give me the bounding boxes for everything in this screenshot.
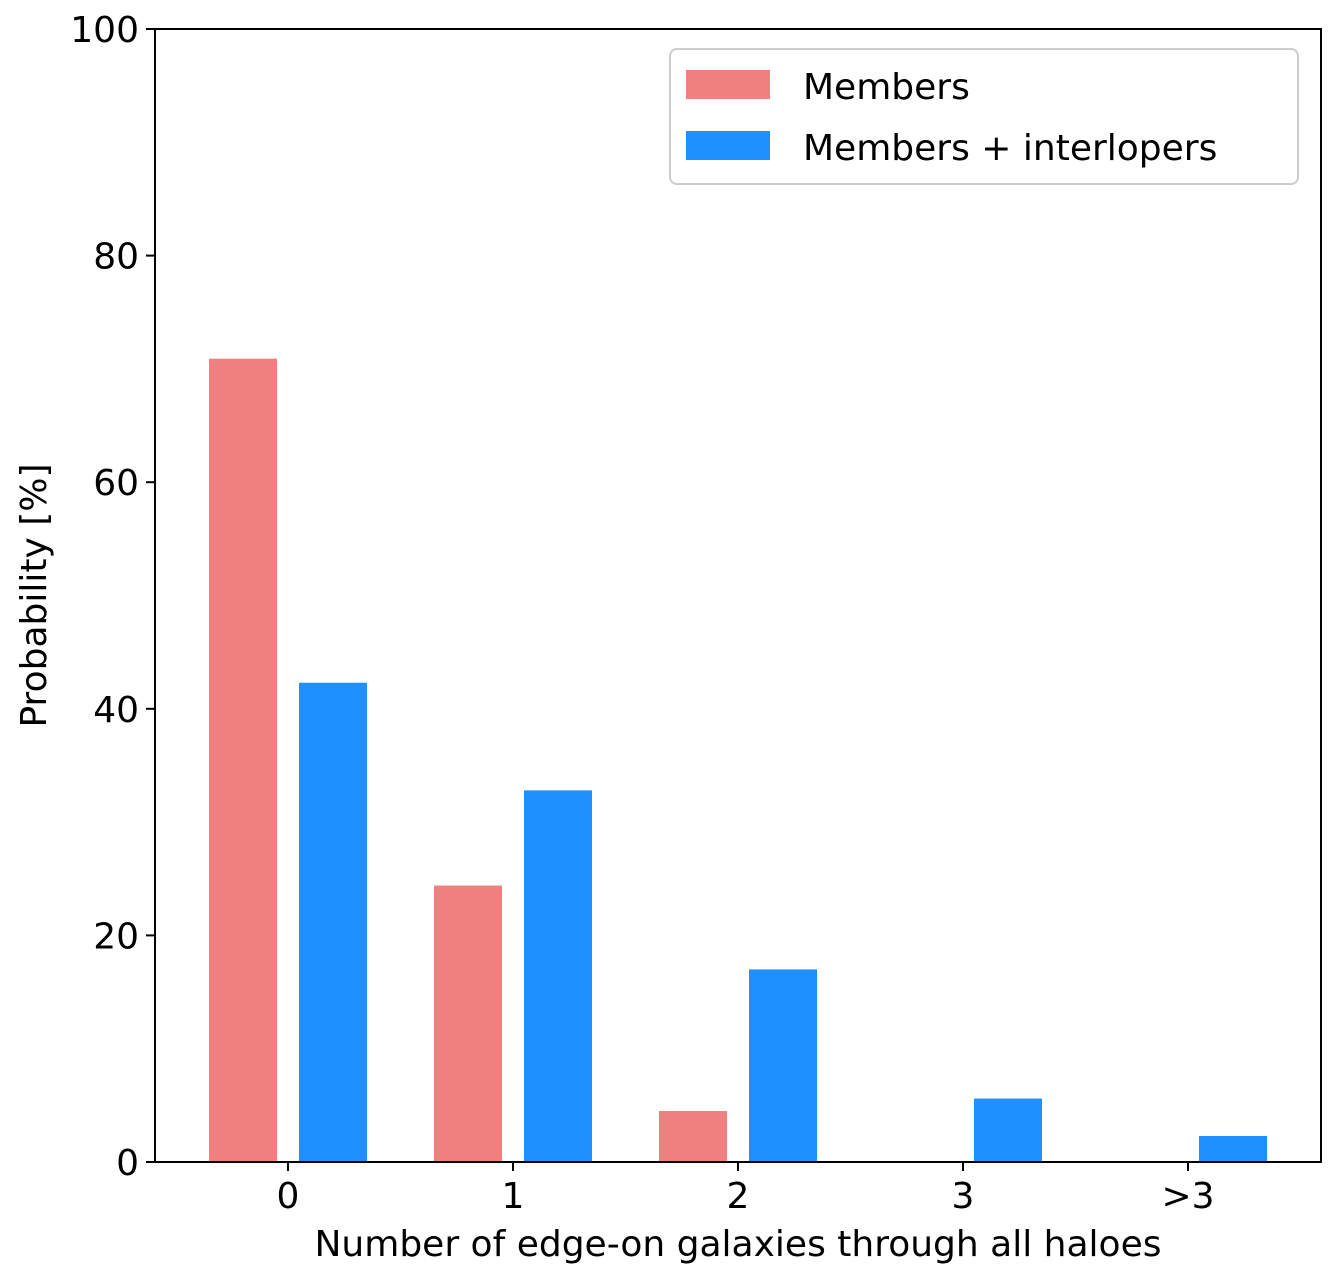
y-tick-label: 80 — [93, 237, 139, 278]
y-tick-label: 0 — [116, 1143, 139, 1184]
x-tick-label: 2 — [727, 1176, 750, 1217]
bar-members-1 — [434, 885, 502, 1162]
bar-members-interlopers-0 — [299, 682, 367, 1162]
x-axis: 0 1 2 3 >3 — [277, 1162, 1215, 1217]
y-tick-label: 60 — [93, 463, 139, 504]
bars-layer — [209, 358, 1267, 1162]
legend-label-0: Members — [803, 67, 970, 108]
y-tick-label: 100 — [70, 10, 139, 51]
bar-members-interlopers-4 — [1199, 1135, 1267, 1162]
x-tick-label: 3 — [952, 1176, 975, 1217]
x-tick-label: >3 — [1161, 1176, 1214, 1217]
x-tick-label: 0 — [277, 1176, 300, 1217]
y-tick-label: 40 — [93, 690, 139, 731]
legend-label-1: Members + interlopers — [803, 128, 1217, 169]
y-tick-label: 20 — [93, 916, 139, 957]
bar-members-2 — [659, 1111, 727, 1162]
legend: Members Members + interlopers — [669, 48, 1299, 185]
y-axis: 0 20 40 60 80 100 — [70, 10, 155, 1184]
bar-members-interlopers-2 — [749, 969, 817, 1162]
legend-frame — [669, 48, 1299, 185]
x-axis-label: Number of edge-on galaxies through all h… — [315, 1224, 1162, 1265]
bar-members-interlopers-1 — [524, 790, 592, 1162]
legend-swatch-1 — [686, 131, 770, 160]
legend-swatch-0 — [686, 70, 770, 99]
bar-members-interlopers-3 — [974, 1098, 1042, 1162]
x-tick-label: 1 — [502, 1176, 525, 1217]
y-axis-label: Probability [%] — [14, 463, 55, 727]
bar-members-0 — [209, 358, 277, 1162]
